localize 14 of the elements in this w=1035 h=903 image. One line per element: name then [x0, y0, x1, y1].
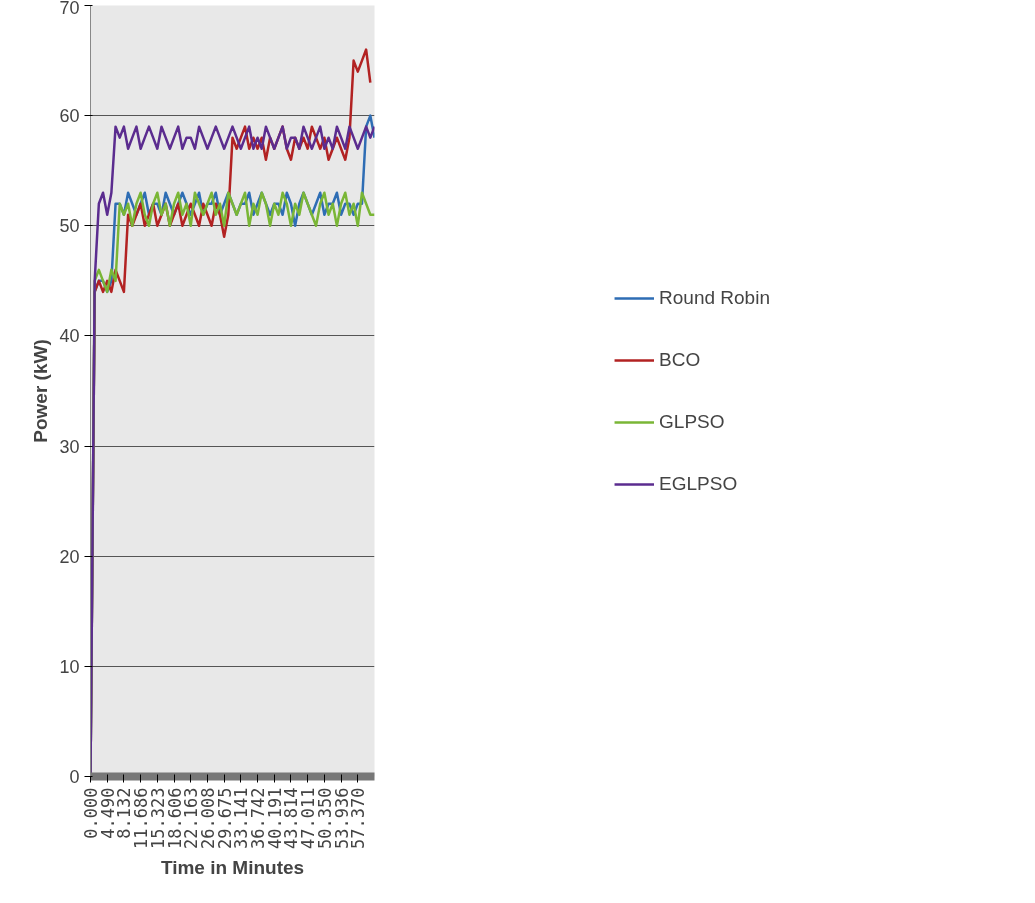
legend-label: BCO	[659, 348, 701, 371]
y-tick-label: 20	[59, 546, 80, 567]
y-tick-label: 50	[59, 216, 80, 237]
y-tick-label: 10	[59, 656, 80, 677]
y-tick-label: 30	[59, 436, 80, 457]
x-axis-title: Time in Minutes	[160, 856, 305, 878]
legend-label: EGLPSO	[659, 472, 738, 495]
y-tick-label: 70	[59, 0, 80, 18]
y-axis-title: Power (kW)	[30, 339, 52, 443]
legend-label: GLPSO	[659, 410, 725, 433]
y-tick-label: 60	[59, 106, 80, 127]
y-tick-label: 40	[59, 326, 80, 347]
legend-label: Round Robin	[659, 286, 770, 309]
y-tick-label: 0	[69, 767, 80, 787]
